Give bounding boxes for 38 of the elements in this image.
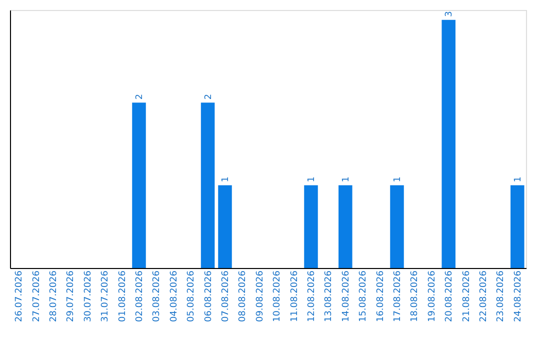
- x-tick-label: 27.07.2026: [32, 270, 42, 322]
- x-tick-label: 22.08.2026: [479, 270, 489, 322]
- x-tick-label: 29.07.2026: [66, 270, 76, 322]
- x-tick-label: 01.08.2026: [118, 270, 128, 322]
- data-label: 1: [393, 176, 403, 182]
- x-tick-label: 24.08.2026: [513, 270, 524, 322]
- x-tick-label: 10.08.2026: [272, 270, 283, 322]
- data-label: 1: [513, 176, 524, 182]
- x-tick-label: 18.08.2026: [410, 270, 420, 322]
- x-tick-label: 13.08.2026: [324, 270, 334, 322]
- x-tick-label: 19.08.2026: [427, 270, 438, 322]
- x-tick-label: 21.08.2026: [462, 270, 472, 322]
- x-tick-label: 03.08.2026: [152, 270, 162, 322]
- x-tick-label: 30.07.2026: [83, 270, 94, 322]
- x-tick-label: 28.07.2026: [49, 270, 59, 322]
- x-tick-label: 14.08.2026: [341, 270, 352, 322]
- x-tick-label: 26.07.2026: [14, 270, 25, 322]
- data-label: 1: [221, 176, 231, 182]
- data-label: 1: [341, 176, 352, 182]
- data-label: 1: [307, 176, 317, 182]
- x-tick-label: 02.08.2026: [135, 270, 145, 322]
- x-tick-label: 17.08.2026: [393, 270, 403, 322]
- x-tick-label: 20.08.2026: [444, 270, 455, 322]
- x-tick-label: 12.08.2026: [307, 270, 317, 322]
- x-tick-label: 05.08.2026: [186, 270, 197, 322]
- x-tick-label: 06.08.2026: [204, 270, 214, 322]
- x-tick-label: 04.08.2026: [169, 270, 180, 322]
- x-tick-label: 31.07.2026: [100, 270, 111, 322]
- x-tick-label: 09.08.2026: [255, 270, 266, 322]
- x-tick-label: 15.08.2026: [358, 270, 369, 322]
- x-tick-label: 07.08.2026: [221, 270, 231, 322]
- x-tick-label: 08.08.2026: [238, 270, 248, 322]
- x-tick-label: 11.08.2026: [290, 270, 300, 322]
- data-label: 3: [444, 11, 455, 17]
- data-label: 2: [135, 94, 145, 100]
- data-label: 2: [204, 94, 214, 100]
- x-tick-label: 16.08.2026: [376, 270, 386, 322]
- x-tick-label: 23.08.2026: [496, 270, 506, 322]
